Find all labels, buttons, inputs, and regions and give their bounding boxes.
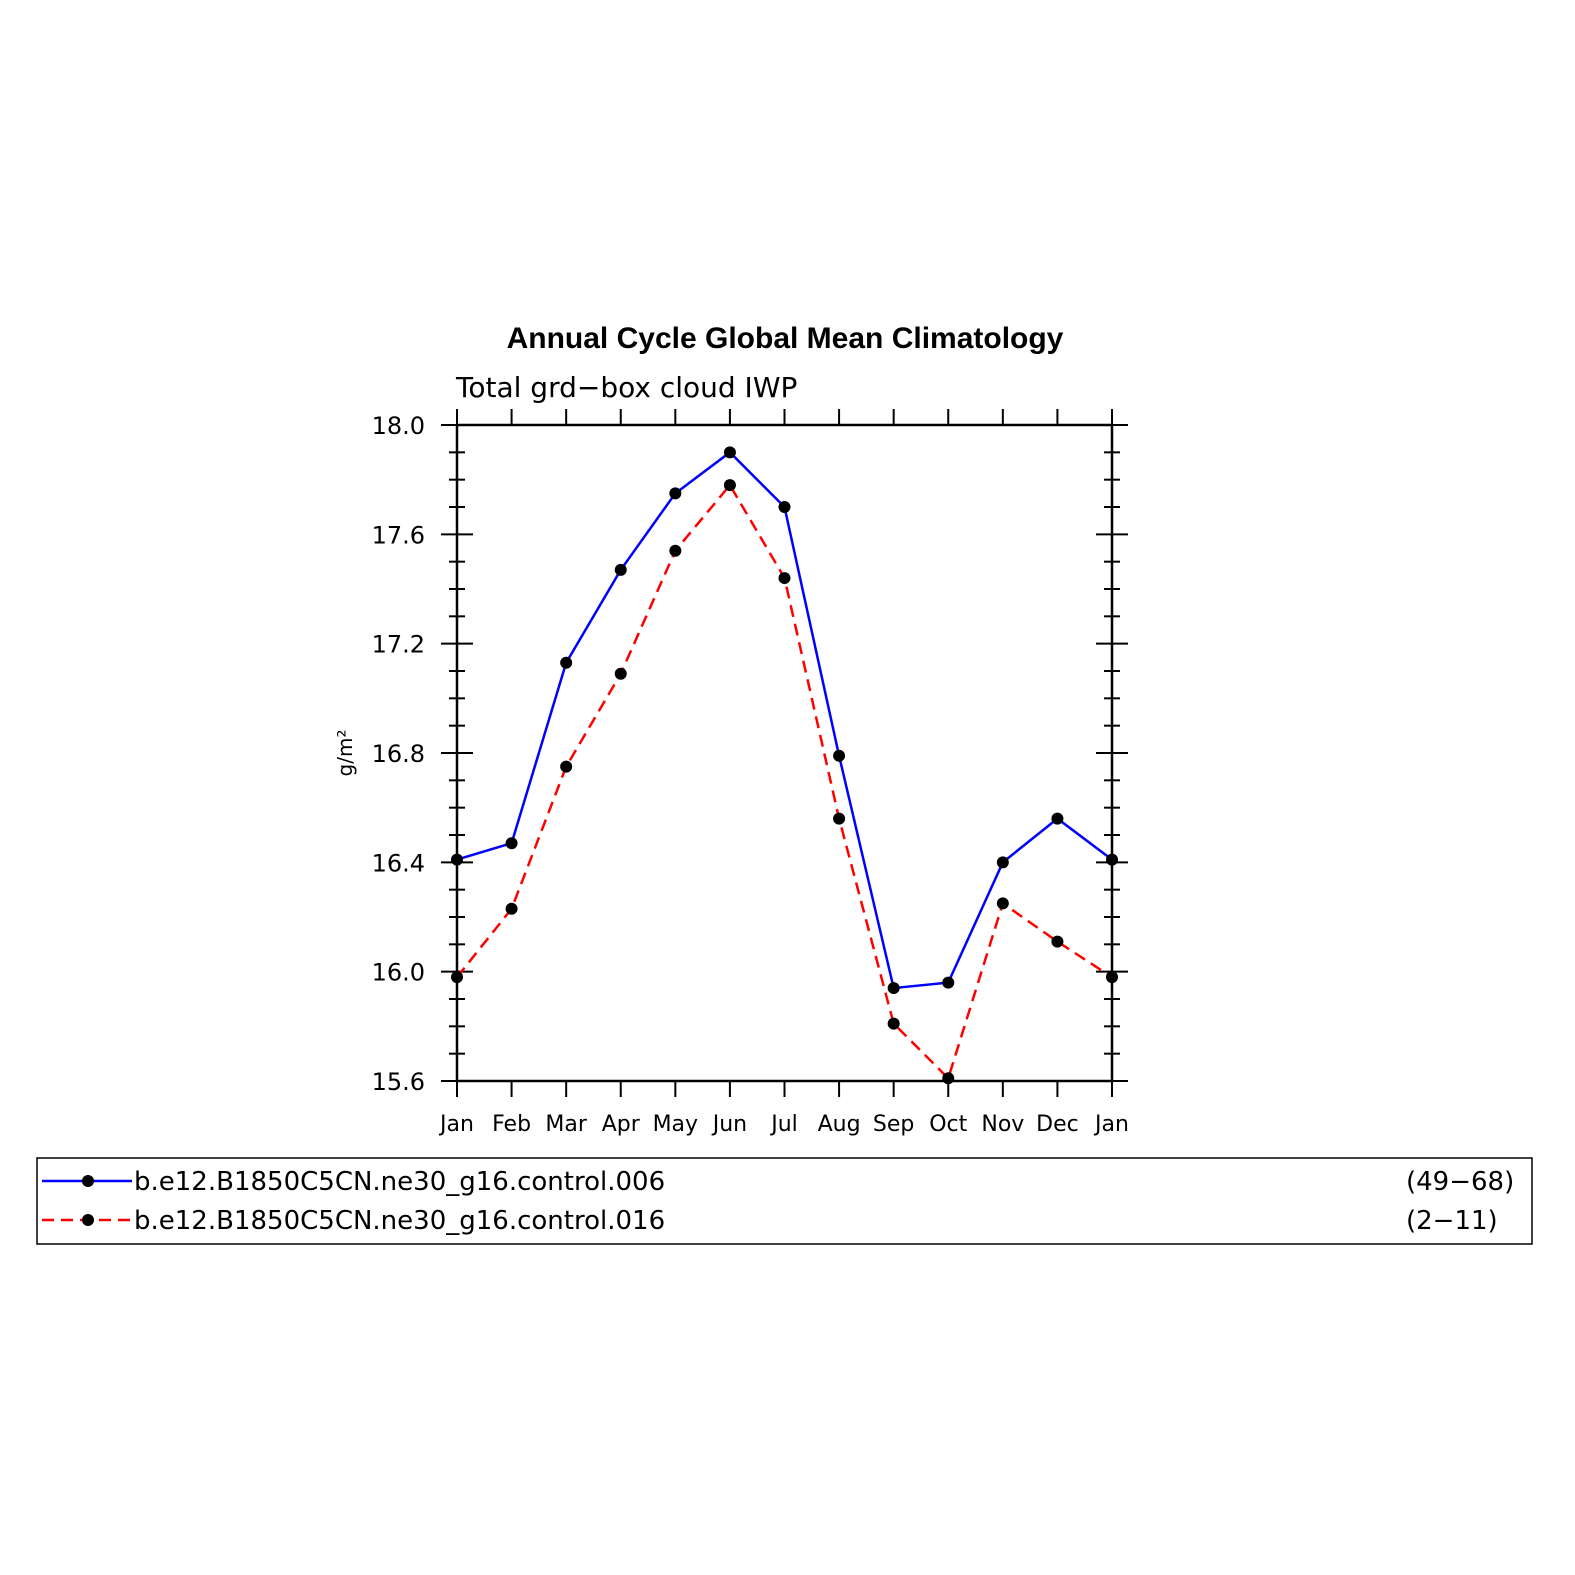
y-tick-label: 18.0 [372, 412, 425, 440]
series-1-point [614, 563, 627, 576]
series-1-point [833, 749, 846, 762]
x-tick-label: Feb [492, 1112, 531, 1137]
series-2-point [1051, 935, 1064, 948]
x-tick-label: Aug [818, 1112, 861, 1137]
series-1-point [505, 837, 518, 850]
series-1-point [778, 501, 791, 513]
y-tick-label: 16.0 [372, 959, 425, 987]
x-tick-label: May [653, 1112, 698, 1137]
series-2-point [1106, 971, 1118, 984]
legend-marker-2 [82, 1214, 94, 1226]
series-2-point [669, 544, 682, 557]
series-2-point [505, 902, 518, 915]
series-line-1 [456, 450, 1113, 990]
chart-title: Annual Cycle Global Mean Climatology [507, 322, 1064, 355]
legend-marker-1 [82, 1175, 94, 1187]
x-tick-label: Mar [545, 1112, 587, 1137]
legend-entry-name: b.e12.B1850C5CN.ne30_g16.control.016 [134, 1206, 665, 1236]
x-tick-label: Jan [438, 1112, 474, 1137]
series-2-point [614, 667, 627, 680]
y-tick-label: 15.6 [372, 1068, 425, 1096]
y-tick-label: 16.8 [372, 740, 425, 768]
series-2-point [778, 572, 791, 585]
legend-box [36, 1157, 1533, 1245]
series-1-point [723, 446, 736, 459]
series-2-point [560, 760, 573, 773]
series-2-point [942, 1072, 955, 1085]
series-2-point [996, 897, 1009, 910]
legend-entry-years: (2−11) [1406, 1206, 1498, 1236]
series-2-point [833, 812, 846, 825]
legend-entry-name: b.e12.B1850C5CN.ne30_g16.control.006 [134, 1167, 665, 1197]
series-1-point [451, 853, 463, 866]
y-tick-label: 16.4 [372, 849, 425, 877]
x-tick-label: Oct [929, 1112, 967, 1137]
y-axis-label: g/m² [333, 730, 357, 777]
x-tick-label: Jul [769, 1112, 798, 1137]
x-tick-label: Dec [1036, 1112, 1079, 1137]
series-1-point [942, 976, 955, 989]
chart-subtitle: Total grd−box cloud IWP [455, 371, 797, 404]
series-2-point [887, 1017, 900, 1030]
series-1-point [560, 656, 573, 669]
x-tick-label: Jun [711, 1112, 747, 1137]
y-tick-label: 17.6 [372, 521, 425, 549]
series-1-point [669, 487, 682, 500]
series-1-point [1106, 853, 1118, 866]
y-tick-label: 17.2 [372, 631, 425, 659]
series-layer [451, 446, 1118, 1085]
x-tick-label: Jan [1093, 1112, 1129, 1137]
legend: b.e12.B1850C5CN.ne30_g16.control.006 (49−… [42, 1167, 1514, 1236]
series-1-point [887, 982, 900, 995]
x-tick-label: Nov [981, 1112, 1024, 1137]
series-2-point [723, 479, 736, 492]
series-1-point [1051, 812, 1064, 825]
series-1-point [996, 856, 1009, 869]
plot-frame [455, 423, 1114, 1083]
plot-axes: 18.0 17.6 17.2 16.8 16.4 16.0 15.6 Jan Feb Mar Apr… [372, 409, 1129, 1137]
x-tick-label: Sep [873, 1112, 914, 1137]
series-2-point [451, 971, 463, 984]
legend-entry-years: (49−68) [1406, 1167, 1514, 1197]
x-tick-label: Apr [602, 1112, 641, 1137]
